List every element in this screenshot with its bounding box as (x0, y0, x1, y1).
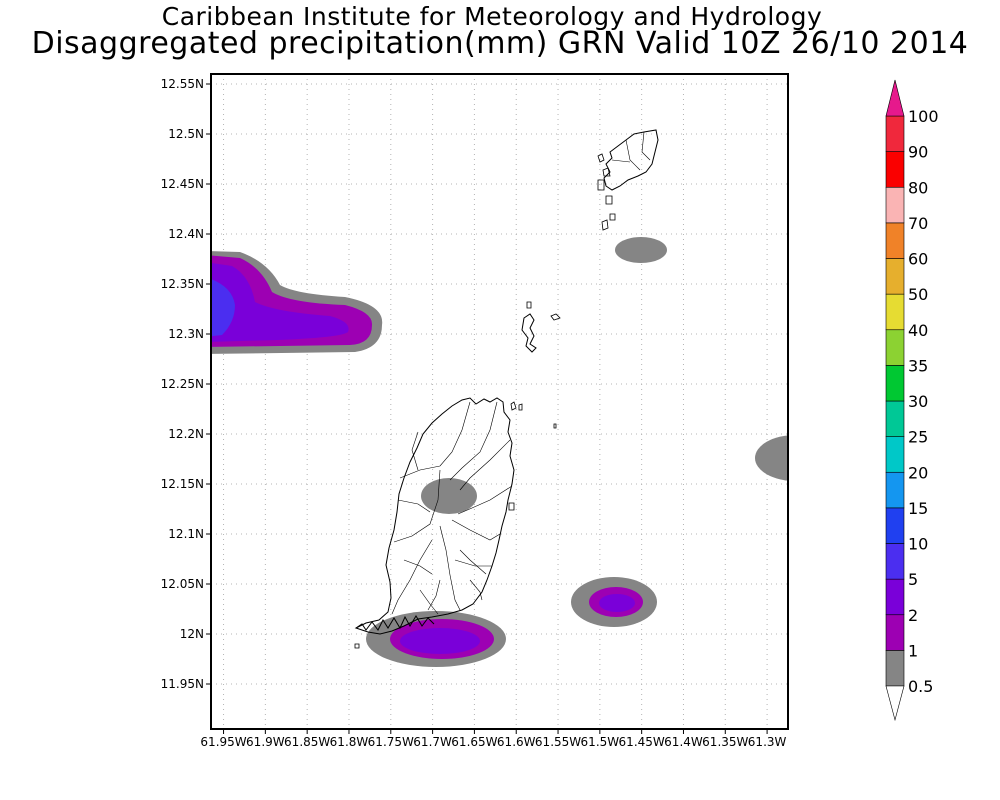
colorbar-level-label: 2 (908, 606, 918, 625)
colorbar-box (885, 400, 905, 437)
x-tick-label: 61.75W (368, 735, 414, 749)
y-tick-label: 12.45N (161, 177, 204, 191)
x-tick-label: 61.3W (748, 735, 787, 749)
y-tick-label: 12.55N (161, 77, 204, 91)
colorbar-box (885, 222, 905, 259)
colorbar-level-label: 40 (908, 321, 928, 340)
colorbar-level-label: 60 (908, 250, 928, 269)
grenada-south-coast-detail (355, 615, 435, 631)
colorbar-over-arrow (885, 79, 905, 117)
x-tick-label: 61.5W (581, 735, 620, 749)
colorbar-box (885, 471, 905, 509)
colorbar-box (885, 115, 905, 152)
y-tick-label: 12.35N (161, 277, 204, 291)
colorbar-boxes (885, 79, 905, 722)
y-tick-label: 11.95N (161, 677, 204, 691)
y-tick-label: 12.3N (168, 327, 204, 341)
colorbar-level-label: 1 (908, 641, 918, 660)
x-tick-label: 61.35W (702, 735, 748, 749)
colorbar-box (885, 186, 905, 224)
x-tick-label: 61.45W (619, 735, 665, 749)
colorbar-box (885, 543, 905, 580)
y-tick-label: 12.5N (168, 127, 204, 141)
y-tick-label: 12.25N (161, 377, 204, 391)
institute-title: Caribbean Institute for Meteorology and … (161, 2, 823, 31)
carriacou-island-outline (603, 129, 659, 191)
colorbar-box (885, 365, 905, 402)
y-tick-label: 12.15N (161, 477, 204, 491)
central-grenada-cell (421, 478, 477, 514)
map-title: Disaggregated precipitation(mm) GRN Vali… (31, 26, 969, 61)
x-tick-label: 61.95W (200, 735, 246, 749)
y-axis: 12.55N 12.5N 12.45N 12.4N 12.35N 12.3N 12.25N 1… (161, 77, 211, 691)
x-tick-label: 61.6W (497, 735, 536, 749)
colorbar-box (885, 578, 905, 616)
carriacou-south-cell (615, 237, 667, 263)
colorbar-level-label: 20 (908, 463, 928, 482)
west-edge-cell (211, 251, 383, 354)
x-tick-label: 61.65W (451, 735, 497, 749)
colorbar-level-label: 90 (908, 143, 928, 162)
colorbar-level-label: 30 (908, 392, 928, 411)
x-tick-label: 61.9W (246, 735, 285, 749)
precip-shading (211, 237, 788, 667)
colorbar-level-label: 100 (908, 107, 939, 126)
colorbar-level-label: 50 (908, 285, 928, 304)
grenada-parish-lines (391, 401, 513, 615)
colorbar-level-label: 70 (908, 214, 928, 233)
colorbar-under-arrow (885, 685, 905, 722)
colorbar-level-label: 80 (908, 178, 928, 197)
y-tick-label: 12.2N (168, 427, 204, 441)
x-tick-label: 61.7W (413, 735, 452, 749)
ronde-island-outline (521, 313, 537, 353)
colorbar-level-label: 35 (908, 356, 928, 375)
colorbar-level-label: 10 (908, 535, 928, 554)
x-tick-label: 61.55W (535, 735, 581, 749)
colorbar-box (885, 151, 905, 188)
colorbar-level-label: 0.5 (908, 677, 933, 696)
colorbar-box (885, 293, 905, 331)
x-tick-label: 61.8W (330, 735, 369, 749)
colorbar-box (885, 650, 905, 687)
colorbar-box (885, 507, 905, 544)
x-tick-label: 61.4W (664, 735, 703, 749)
y-tick-label: 12.05N (161, 577, 204, 591)
grenada-island-outline (354, 397, 515, 635)
colorbar-box (885, 258, 905, 295)
colorbar-level-label: 5 (908, 570, 918, 589)
y-tick-label: 12N (180, 627, 204, 641)
y-tick-label: 12.1N (168, 527, 204, 541)
southeast-cell (571, 577, 657, 627)
east-edge-cell (755, 435, 788, 481)
colorbar-box (885, 329, 905, 366)
colorbar-level-label: 25 (908, 428, 928, 447)
colorbar-level-label: 15 (908, 499, 928, 518)
colorbar-box (885, 614, 905, 651)
x-tick-label: 61.85W (284, 735, 330, 749)
y-tick-label: 12.4N (168, 227, 204, 241)
plot-frame (210, 73, 789, 730)
x-axis: 61.95W 61.9W 61.85W 61.8W 61.75W 61.7W 61.65W 6… (200, 729, 787, 749)
coastlines (354, 129, 659, 649)
colorbar-box (885, 436, 905, 473)
